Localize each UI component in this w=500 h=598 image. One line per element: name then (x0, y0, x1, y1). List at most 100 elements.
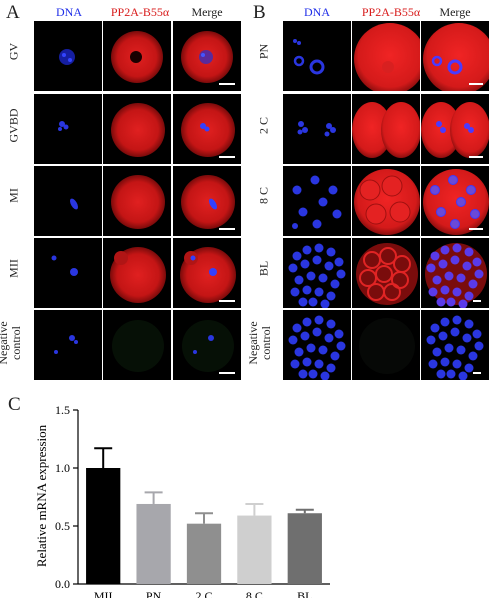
nucleus (428, 359, 438, 369)
nucleus (302, 285, 312, 295)
nucleus (330, 351, 340, 361)
panel-a-mii-pp2a-image (103, 238, 171, 308)
scale-bar (473, 372, 481, 374)
nucleus (464, 291, 474, 301)
panel-b-header-merge: Merge (439, 5, 471, 19)
nucleus (290, 359, 300, 369)
nucleus (298, 369, 308, 379)
x-tick-label: 8 C (246, 589, 263, 598)
nucleus (462, 333, 472, 343)
nucleus (436, 369, 446, 379)
scale-bar (469, 156, 483, 158)
nucleus (432, 347, 442, 357)
nucleus (300, 259, 310, 269)
nucleus (440, 245, 450, 255)
panel-a-mii-dna-image (34, 238, 102, 308)
nucleus (324, 261, 334, 271)
nucleus (334, 257, 344, 267)
nucleus (436, 297, 446, 307)
nucleus (318, 273, 328, 283)
panel-b-bl-merge-image (421, 238, 489, 308)
panel-c-label: C (8, 394, 21, 415)
panel-b-2c-pp2a-image (352, 94, 420, 164)
panel-a-gv-pp2a-image (103, 21, 171, 91)
x-tick-label: 2 C (195, 589, 212, 598)
nucleus (474, 341, 484, 351)
nucleus (468, 351, 478, 361)
nucleus (292, 323, 302, 333)
nucleus (464, 363, 474, 373)
nucleus (472, 329, 482, 339)
nucleus (326, 319, 336, 329)
panel-a-mi-dna-image (34, 166, 102, 236)
bar (86, 468, 121, 584)
scale-bar (469, 228, 483, 230)
bar (287, 513, 322, 584)
panel-a-row-mi-label: MI (6, 188, 21, 203)
nucleus (312, 327, 322, 337)
nucleus (444, 271, 454, 281)
nucleus (446, 297, 456, 307)
panel-b-bl-dna-image (283, 238, 351, 308)
nucleus (288, 335, 298, 345)
scale-bar (469, 83, 483, 85)
nucleus (468, 279, 478, 289)
nucleus (428, 287, 438, 297)
panel-b-row-8c-label: 8 C (256, 187, 271, 205)
bar (237, 515, 272, 584)
bar (186, 523, 222, 584)
nucleus (318, 345, 328, 355)
panel-b-header-pp2a: PP2A-B55α (361, 5, 421, 19)
panel-a-gvbd-dna-image (34, 94, 102, 164)
nucleus (438, 259, 448, 269)
nucleus (290, 287, 300, 297)
panel-a-negative-pp2a-image (103, 310, 171, 380)
nucleus (314, 287, 324, 297)
nucleus (440, 317, 450, 327)
panel-b-pn-pp2a-image (352, 21, 420, 91)
panel-a-row-gvbd-label: GVBD (6, 108, 21, 143)
nucleus (308, 369, 318, 379)
y-tick-label: 1.0 (55, 461, 70, 475)
panel-b-8c-merge-image (421, 166, 489, 236)
nucleus (430, 251, 440, 261)
panel-b-negative-pp2a-image (352, 310, 420, 380)
nucleus (320, 299, 330, 308)
y-axis-label: Relative mRNA expression (34, 424, 49, 567)
panel-b-8c-pp2a-image (352, 166, 420, 236)
nucleus (444, 343, 454, 353)
y-tick-label: 1.5 (55, 403, 70, 417)
panel-b-2c-merge-image (421, 94, 489, 164)
nucleus (432, 275, 442, 285)
scale-bar (219, 156, 235, 158)
nucleus (336, 269, 346, 279)
nucleus (330, 279, 340, 289)
nucleus (440, 285, 450, 295)
panel-a-negative-merge-image (173, 310, 241, 380)
x-tick-label: BL (297, 589, 312, 598)
nucleus (446, 369, 456, 379)
nucleus (456, 345, 466, 355)
nucleus (298, 297, 308, 307)
scale-bar (219, 228, 235, 230)
nucleus (314, 359, 324, 369)
scale-bar (473, 300, 481, 302)
panel-a-negative-dna-image (34, 310, 102, 380)
nucleus (326, 363, 336, 373)
panel-a-mi-pp2a-image (103, 166, 171, 236)
nucleus (306, 343, 316, 353)
x-tick-label: MII (94, 589, 113, 598)
nucleus (326, 247, 336, 257)
nucleus (426, 263, 436, 273)
nucleus (324, 333, 334, 343)
nucleus (294, 347, 304, 357)
panel-b-8c-dna-image (283, 166, 351, 236)
nucleus (314, 315, 324, 325)
nucleus (320, 371, 330, 380)
panel-b-label: B (253, 2, 266, 23)
nucleus (464, 319, 474, 329)
nucleus (464, 247, 474, 257)
panel-b-row-bl-label: BL (256, 260, 271, 277)
nucleus (292, 251, 302, 261)
nucleus (302, 317, 312, 327)
